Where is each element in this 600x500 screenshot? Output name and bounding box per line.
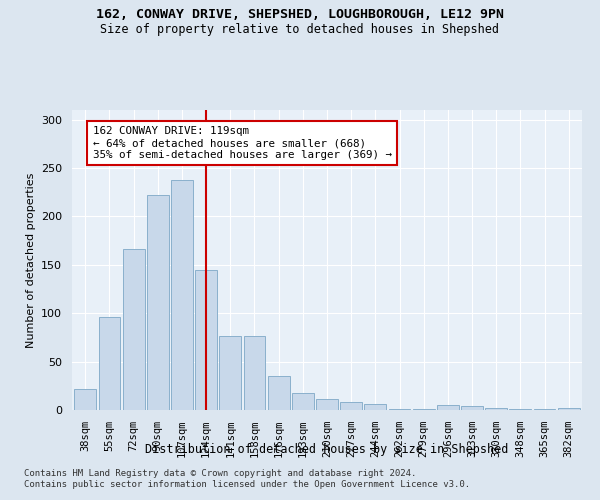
Text: Contains public sector information licensed under the Open Government Licence v3: Contains public sector information licen… <box>24 480 470 489</box>
Bar <box>340 402 362 410</box>
Bar <box>74 388 96 410</box>
Bar <box>316 400 338 410</box>
Bar <box>147 195 169 410</box>
Bar <box>171 180 193 410</box>
Bar <box>437 405 459 410</box>
Bar <box>533 409 556 410</box>
Text: 162 CONWAY DRIVE: 119sqm
← 64% of detached houses are smaller (668)
35% of semi-: 162 CONWAY DRIVE: 119sqm ← 64% of detach… <box>92 126 392 160</box>
Text: Size of property relative to detached houses in Shepshed: Size of property relative to detached ho… <box>101 22 499 36</box>
Bar <box>195 270 217 410</box>
Bar <box>485 408 507 410</box>
Bar <box>268 376 290 410</box>
Bar <box>292 392 314 410</box>
Bar <box>509 409 531 410</box>
Text: Contains HM Land Registry data © Crown copyright and database right 2024.: Contains HM Land Registry data © Crown c… <box>24 468 416 477</box>
Bar <box>389 409 410 410</box>
Bar <box>413 409 434 410</box>
Text: Distribution of detached houses by size in Shepshed: Distribution of detached houses by size … <box>145 442 509 456</box>
Bar <box>461 406 483 410</box>
Bar <box>98 317 121 410</box>
Text: 162, CONWAY DRIVE, SHEPSHED, LOUGHBOROUGH, LE12 9PN: 162, CONWAY DRIVE, SHEPSHED, LOUGHBOROUG… <box>96 8 504 20</box>
Bar <box>558 408 580 410</box>
Y-axis label: Number of detached properties: Number of detached properties <box>26 172 35 348</box>
Bar <box>123 250 145 410</box>
Bar <box>364 404 386 410</box>
Bar <box>244 336 265 410</box>
Bar <box>220 336 241 410</box>
